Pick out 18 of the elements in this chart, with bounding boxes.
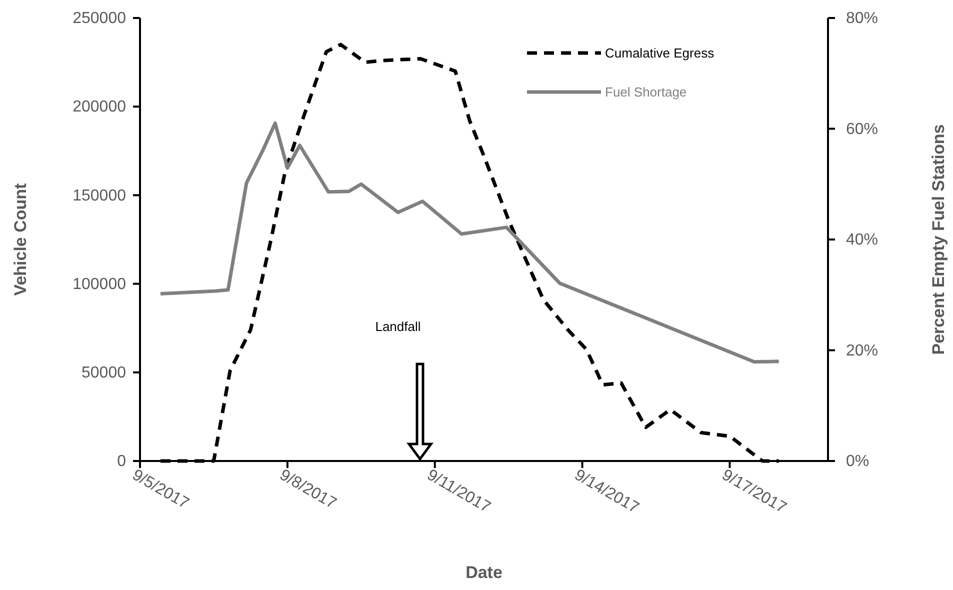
text: Cumalative Egress <box>605 46 715 61</box>
y-tick-label: 0 <box>117 453 126 470</box>
y-tick-label: 50000 <box>82 364 126 382</box>
y-tick-label: 150000 <box>72 187 126 204</box>
y-tick-label: 250000 <box>72 10 126 28</box>
y-tick-label: 200000 <box>72 98 126 116</box>
y2-tick-label: 20% <box>846 342 878 360</box>
text: Fuel Shortage <box>605 84 687 100</box>
annotation: Landfall <box>375 319 421 334</box>
x-axis-title: Date <box>466 563 502 582</box>
y-axis-title: Vehicle Count <box>11 182 30 296</box>
line-series <box>158 121 781 364</box>
y2-tick-label: 0% <box>846 453 870 470</box>
y2-tick-label: 80% <box>846 10 878 28</box>
y2-axis-title: Percent Empty Fuel Stations <box>929 124 948 355</box>
y2-tick-label: 60% <box>846 120 878 138</box>
y-tick-label: 100000 <box>72 276 126 293</box>
y2-tick-label: 40% <box>846 232 878 249</box>
